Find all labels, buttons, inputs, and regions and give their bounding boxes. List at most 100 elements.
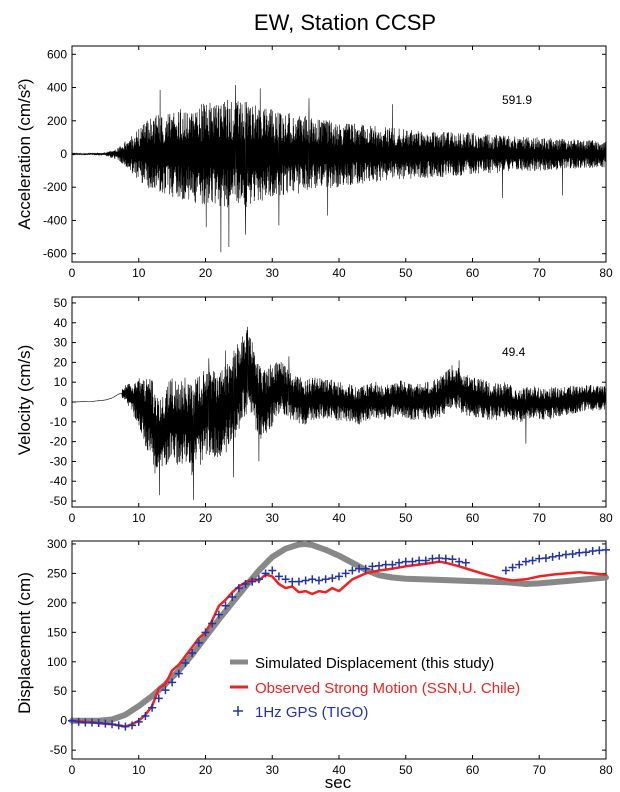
velocity-y-tick-label: 40 xyxy=(54,316,68,330)
gps-point xyxy=(395,558,404,567)
gps-point xyxy=(581,548,590,557)
velocity-x-tick-label: 60 xyxy=(466,511,480,525)
velocity-y-tick-label: 0 xyxy=(60,395,67,409)
acceleration-x-tick-label: 30 xyxy=(266,266,280,280)
gps-point xyxy=(174,669,183,678)
legend-swatch-gps xyxy=(233,706,243,716)
gps-point xyxy=(188,648,197,657)
gps-point xyxy=(328,574,337,583)
gps-point xyxy=(375,561,384,570)
gps-point xyxy=(348,566,357,575)
chart-title: EW, Station CCSP xyxy=(254,10,436,35)
velocity-panel: Velocity (cm/s) 49.4 0 10 20 30 40 50 60 70 80 -5… xyxy=(15,296,613,525)
velocity-x-tick-label: 10 xyxy=(132,511,146,525)
gps-point xyxy=(515,560,524,569)
acceleration-x-tick-label: 50 xyxy=(399,266,413,280)
gps-point xyxy=(241,580,250,589)
gps-point xyxy=(141,711,150,720)
gps-point xyxy=(88,718,97,727)
legend-box xyxy=(215,650,565,720)
legend: Simulated Displacement (this study) Obse… xyxy=(215,650,565,721)
velocity-y-tick-label: -10 xyxy=(50,415,68,429)
acceleration-x-tick-label: 80 xyxy=(599,266,613,280)
gps-point xyxy=(274,572,283,581)
gps-point xyxy=(114,721,123,730)
acceleration-x-tick-label: 0 xyxy=(69,266,76,280)
gps-point xyxy=(281,575,290,584)
velocity-x-tick-label: 20 xyxy=(199,511,213,525)
gps-series xyxy=(68,545,610,731)
gps-point xyxy=(148,703,157,712)
gps-point xyxy=(455,557,464,566)
velocity-ylabel: Velocity (cm/s) xyxy=(15,345,34,456)
displacement-x-tick-label: 40 xyxy=(332,763,346,777)
gps-point xyxy=(388,560,397,569)
displacement-x-tick-label: 70 xyxy=(533,763,547,777)
gps-point xyxy=(361,564,370,573)
gps-point xyxy=(268,566,277,575)
gps-point xyxy=(194,638,203,647)
velocity-y-tick-label: 20 xyxy=(54,355,68,369)
gps-point xyxy=(208,619,217,628)
acceleration-y-tick-label: -200 xyxy=(43,180,67,194)
gps-point xyxy=(81,718,90,727)
gps-point xyxy=(508,563,517,572)
displacement-x-tick-label: 10 xyxy=(132,763,146,777)
displacement-panel: Displacement (cm) sec 0 10 20 30 40 50 60 70 80 -… xyxy=(15,537,613,792)
gps-point xyxy=(381,560,390,569)
gps-point xyxy=(161,686,170,695)
displacement-x-tick-label: 50 xyxy=(399,763,413,777)
observed-strong-motion-line xyxy=(70,560,608,728)
displacement-y-tick-label: 300 xyxy=(47,537,67,551)
gps-point xyxy=(94,719,103,728)
acceleration-panel: Acceleration (cm/s²) 591.9 0 10 20 30 40 50 60… xyxy=(15,45,613,280)
gps-point xyxy=(301,576,310,585)
acceleration-y-tick-label: -600 xyxy=(43,247,67,261)
gps-point xyxy=(288,577,297,586)
acceleration-y-tick-label: 0 xyxy=(60,147,67,161)
gps-point xyxy=(528,556,537,565)
velocity-y-tick-label: 50 xyxy=(54,296,68,310)
gps-point xyxy=(74,717,83,726)
displacement-x-tick-label: 80 xyxy=(599,763,613,777)
gps-point xyxy=(101,719,110,728)
gps-point xyxy=(401,557,410,566)
gps-point xyxy=(314,576,323,585)
velocity-peak-annotation: 49.4 xyxy=(502,345,526,359)
gps-point xyxy=(308,575,317,584)
acceleration-x-tick-label: 70 xyxy=(533,266,547,280)
acceleration-x-tick-label: 60 xyxy=(466,266,480,280)
gps-point xyxy=(568,549,577,558)
gps-point xyxy=(121,722,130,731)
velocity-x-tick-label: 80 xyxy=(599,511,613,525)
gps-point xyxy=(408,557,417,566)
gps-point xyxy=(602,545,610,554)
gps-point xyxy=(294,577,303,586)
displacement-y-tick-label: -50 xyxy=(50,743,68,757)
velocity-y-tick-label: -50 xyxy=(50,494,68,508)
gps-point xyxy=(335,572,343,581)
acceleration-x-tick-label: 10 xyxy=(132,266,146,280)
acceleration-x-tick-label: 20 xyxy=(199,266,213,280)
gps-point xyxy=(561,550,570,559)
gps-point xyxy=(181,658,190,667)
displacement-y-tick-label: 50 xyxy=(54,684,68,698)
acceleration-peak-annotation: 591.9 xyxy=(502,93,532,107)
gps-point xyxy=(521,557,530,566)
gps-point xyxy=(548,552,557,561)
displacement-x-tick-label: 60 xyxy=(466,763,480,777)
gps-point xyxy=(461,558,470,567)
legend-label-observed: Observed Strong Motion (SSN,U. Chile) xyxy=(255,680,520,697)
legend-label-gps: 1Hz GPS (TIGO) xyxy=(255,704,368,721)
gps-point xyxy=(421,556,430,565)
acceleration-y-tick-label: -400 xyxy=(43,213,67,227)
velocity-x-tick-label: 40 xyxy=(332,511,346,525)
gps-point xyxy=(228,592,237,601)
gps-point xyxy=(501,566,510,575)
gps-point xyxy=(368,562,377,571)
gps-point xyxy=(595,546,604,555)
acceleration-ylabel: Acceleration (cm/s²) xyxy=(15,78,34,229)
gps-point xyxy=(428,554,437,563)
gps-point xyxy=(168,678,177,687)
